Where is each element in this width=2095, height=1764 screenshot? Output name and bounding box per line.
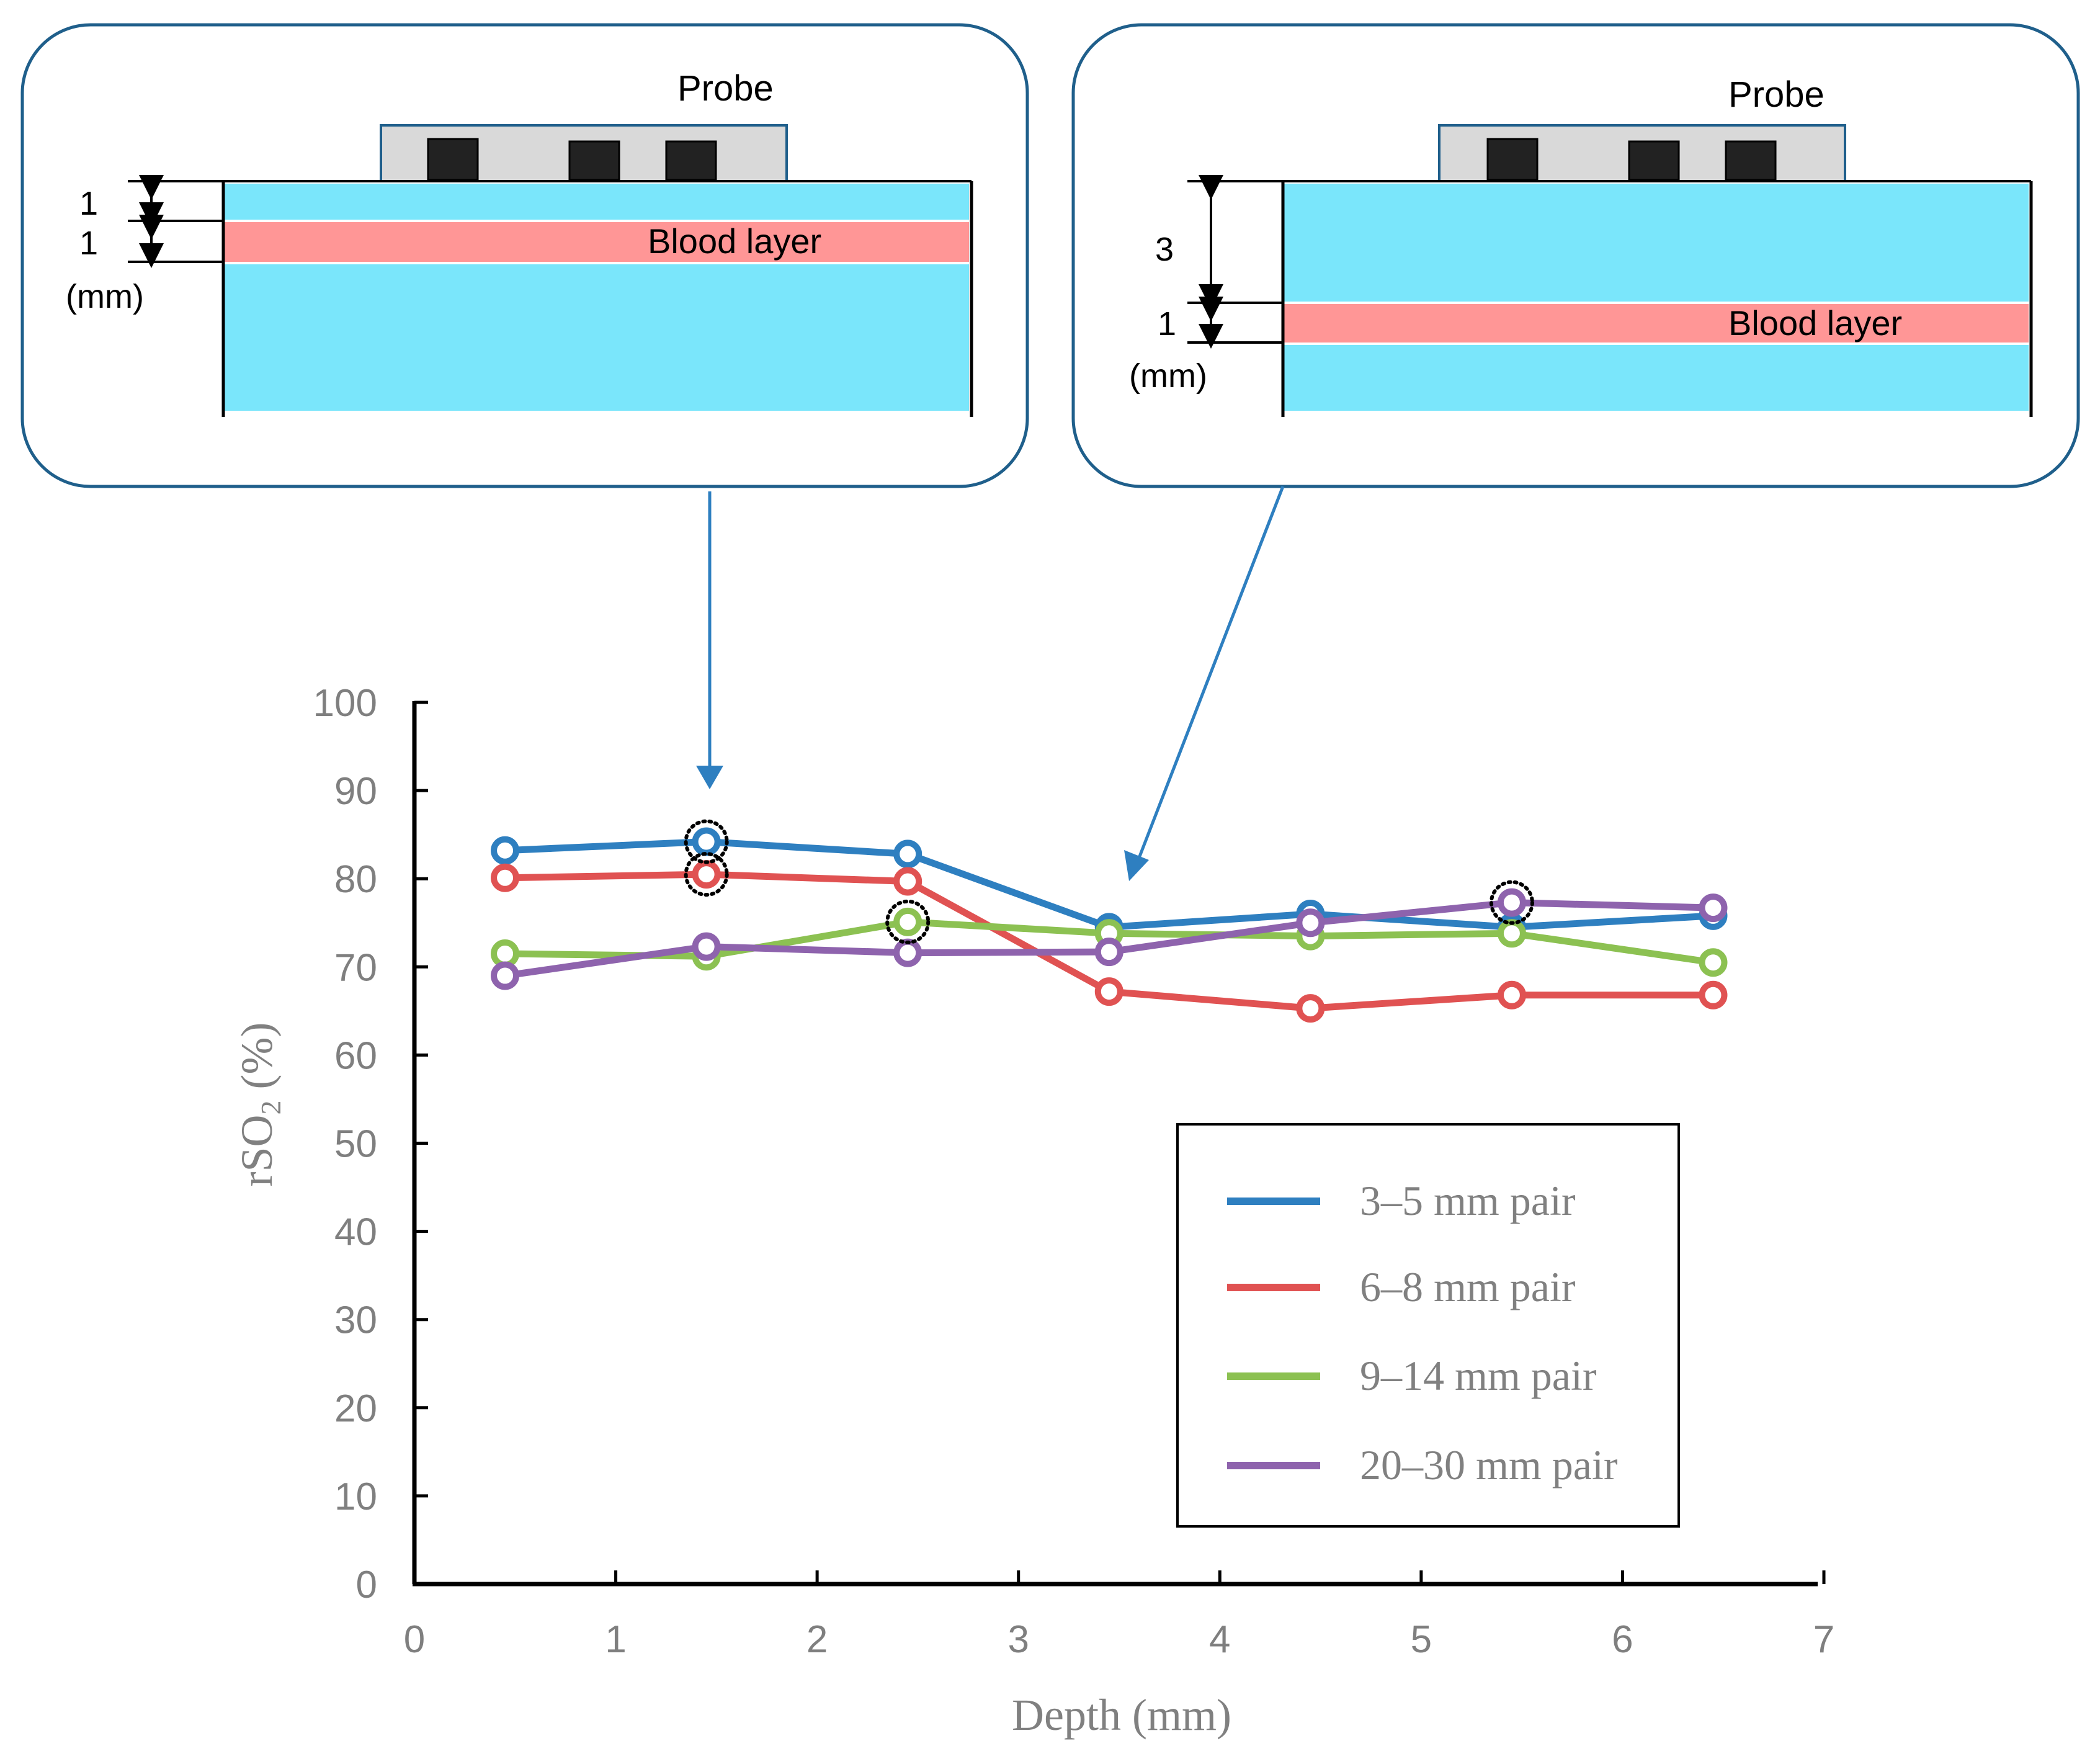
probe-label: Probe xyxy=(677,68,774,109)
schematic-panel-right: Probe 3 1 (mm) Blood layer xyxy=(1071,23,2080,488)
dimension-blood-label: 1 xyxy=(79,225,98,262)
connector-arrow-right-head xyxy=(1124,850,1149,881)
y-axis-ticks: 0 10 20 30 40 50 60 70 80 90 100 xyxy=(313,682,428,1606)
legend-frame xyxy=(1176,1123,1680,1528)
data-point xyxy=(1699,980,1728,1010)
data-point xyxy=(692,932,721,961)
y-tick-label: 30 xyxy=(334,1299,377,1342)
data-point xyxy=(1094,938,1123,967)
y-tick-label: 50 xyxy=(334,1123,377,1166)
probe-sensor xyxy=(1486,138,1539,181)
data-point xyxy=(1699,893,1728,923)
series-markers xyxy=(491,827,1728,1023)
highlight-rings xyxy=(684,819,1534,944)
connector-arrows xyxy=(696,486,1285,881)
data-point xyxy=(1296,908,1325,938)
data-point xyxy=(491,863,520,892)
chart-legend: 3–5 mm pair 6–8 mm pair 9–14 mm pair 20–… xyxy=(1176,1123,1680,1528)
highlight-ring xyxy=(885,899,931,944)
unit-label: (mm) xyxy=(1129,357,1207,395)
y-axis-label-main: rSO xyxy=(232,1114,282,1186)
y-tick-label: 0 xyxy=(356,1564,377,1606)
blood-layer xyxy=(225,222,969,262)
highlight-ring xyxy=(684,852,729,897)
x-tick-label: 5 xyxy=(1411,1618,1432,1661)
data-point xyxy=(491,836,520,865)
data-point xyxy=(491,961,520,990)
data-point xyxy=(1497,919,1526,948)
y-tick-label: 100 xyxy=(313,682,377,725)
probe-sensor xyxy=(427,138,479,181)
x-tick-label: 7 xyxy=(1813,1618,1834,1661)
data-point xyxy=(1094,977,1123,1006)
highlight-ring xyxy=(1489,880,1534,925)
x-tick-label: 1 xyxy=(605,1618,626,1661)
data-point xyxy=(893,867,922,896)
y-axis-label-subscript: 2 xyxy=(255,1100,287,1114)
x-tick-label: 3 xyxy=(1007,1618,1029,1661)
x-tick-label: 4 xyxy=(1209,1618,1230,1661)
x-axis-ticks: 0 1 2 3 4 5 6 7 xyxy=(404,1570,1834,1661)
x-tick-label: 0 xyxy=(404,1618,425,1661)
y-tick-label: 10 xyxy=(334,1475,377,1518)
legend-label: 20–30 mm pair xyxy=(1360,1441,1618,1489)
y-tick-label: 60 xyxy=(334,1034,377,1077)
data-point xyxy=(692,860,721,889)
y-axis-label-suffix: (%) xyxy=(232,1023,282,1101)
highlight-ring xyxy=(684,819,729,864)
x-tick-label: 6 xyxy=(1612,1618,1633,1661)
unit-label: (mm) xyxy=(66,278,144,315)
y-tick-label: 70 xyxy=(334,946,377,989)
y-tick-label: 20 xyxy=(334,1387,377,1430)
data-point xyxy=(1497,888,1526,917)
legend-label: 6–8 mm pair xyxy=(1360,1263,1576,1310)
data-point xyxy=(692,827,721,856)
legend-label: 3–5 mm pair xyxy=(1360,1177,1576,1224)
probe-sensor xyxy=(1628,140,1680,181)
tissue-top-layer xyxy=(1284,184,2029,302)
tissue-bottom-layer xyxy=(225,264,969,411)
data-point xyxy=(1296,994,1325,1023)
rso2-line-chart: 0 10 20 30 40 50 60 70 80 90 100 0 1 2 3 4 5 6 7 Depth (m… xyxy=(232,682,1834,1740)
data-point xyxy=(893,938,922,967)
y-tick-label: 90 xyxy=(334,770,377,813)
dimension-blood-label: 1 xyxy=(1158,305,1176,343)
probe-sensor xyxy=(665,140,717,181)
probe-sensor xyxy=(1725,140,1777,181)
y-axis-label: rSO2 (%) xyxy=(232,1023,287,1187)
y-tick-label: 40 xyxy=(334,1211,377,1254)
dimension-top-label: 3 xyxy=(1155,231,1174,268)
dimension-top-label: 1 xyxy=(79,185,98,222)
blood-layer-label: Blood layer xyxy=(648,222,821,261)
probe-sensor xyxy=(568,140,620,181)
tissue-bottom-layer xyxy=(1284,345,2029,411)
x-axis-label: Depth (mm) xyxy=(1012,1690,1231,1740)
data-point xyxy=(1699,948,1728,977)
blood-layer xyxy=(1284,304,2029,343)
tissue-top-layer xyxy=(225,184,969,220)
x-tick-label: 2 xyxy=(806,1618,828,1661)
connector-arrow-right xyxy=(1136,486,1285,862)
data-point xyxy=(1497,980,1526,1010)
schematic-panel-left: Probe 1 1 (mm) Blood layer xyxy=(20,23,1029,488)
legend-label: 9–14 mm pair xyxy=(1360,1352,1597,1399)
blood-layer-label: Blood layer xyxy=(1728,303,1902,343)
connector-arrow-left-head xyxy=(696,766,723,789)
data-point xyxy=(893,907,922,936)
y-tick-label: 80 xyxy=(334,858,377,901)
data-point xyxy=(893,839,922,869)
probe-label: Probe xyxy=(1728,74,1825,115)
